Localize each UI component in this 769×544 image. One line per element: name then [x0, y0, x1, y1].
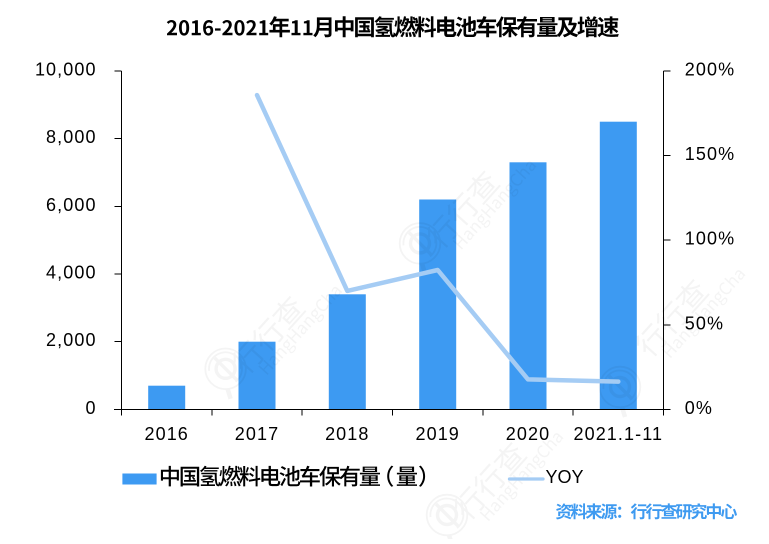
- svg-text:0: 0: [85, 398, 96, 418]
- svg-text:2,000: 2,000: [46, 330, 97, 350]
- svg-text:2020: 2020: [506, 424, 550, 444]
- svg-text:2017: 2017: [235, 424, 279, 444]
- svg-text:100%: 100%: [685, 229, 735, 249]
- svg-text:6,000: 6,000: [46, 195, 97, 215]
- svg-text:2019: 2019: [415, 424, 459, 444]
- svg-text:150%: 150%: [685, 144, 735, 164]
- svg-text:200%: 200%: [685, 59, 735, 79]
- svg-text:4,000: 4,000: [46, 263, 97, 283]
- svg-text:10,000: 10,000: [35, 59, 97, 79]
- svg-text:YOY: YOY: [546, 467, 584, 487]
- svg-text:2021.1-11: 2021.1-11: [573, 424, 663, 444]
- svg-text:0%: 0%: [685, 398, 713, 418]
- svg-text:2016: 2016: [144, 424, 188, 444]
- svg-text:2018: 2018: [325, 424, 369, 444]
- svg-text:8,000: 8,000: [46, 127, 97, 147]
- svg-text:50%: 50%: [685, 313, 724, 333]
